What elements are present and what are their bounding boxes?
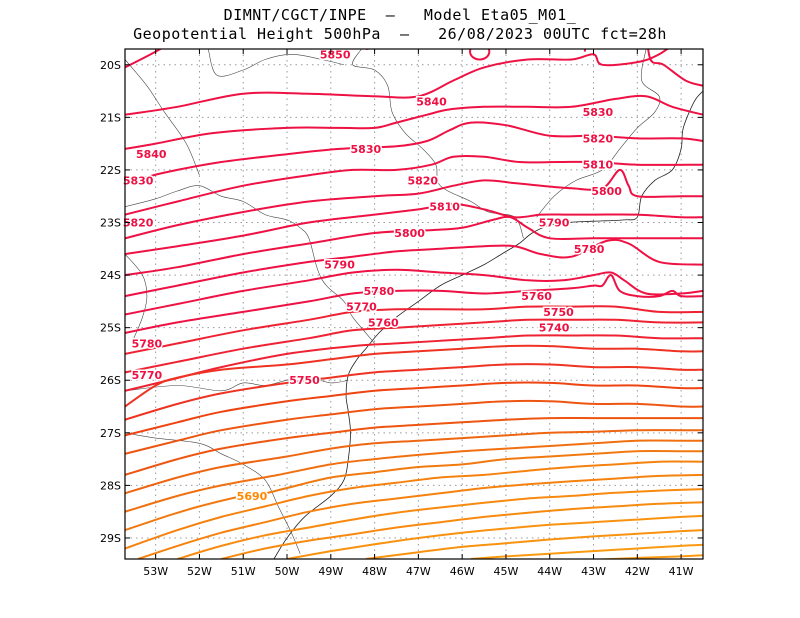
contour-line [125, 381, 703, 437]
contour-line [125, 154, 703, 216]
contour-label: 5810 [583, 159, 614, 172]
contour-label: 5820 [583, 132, 614, 145]
contour-label: 5810 [429, 201, 460, 214]
lat-tick-label: 22S [100, 164, 121, 177]
contour-label: 5840 [136, 148, 167, 161]
contour-line [125, 399, 703, 455]
contour-line [125, 344, 703, 408]
contour-line [125, 121, 703, 185]
axis-ticks: 20S 21S 22S 23S 24S 25S 26S 27S 28S 29S 53W 52W 51W 5… [100, 49, 703, 578]
contour-label: 5840 [416, 96, 447, 109]
contour-label: 5820 [407, 174, 438, 187]
contour-label: 5850 [320, 48, 351, 61]
lat-tick-label: 26S [100, 374, 121, 387]
lon-tick-label: 41W [669, 565, 694, 578]
lon-tick-label: 50W [275, 565, 300, 578]
contour-label: 5800 [394, 227, 425, 240]
contour-line [125, 94, 703, 150]
lon-tick-label: 42W [625, 565, 650, 578]
header-line-2: Geopotential Height 500hPa – 26/08/2023 … [133, 25, 667, 43]
contour-label: 5780 [132, 337, 163, 350]
contour-line [125, 168, 703, 240]
map-frame [124, 48, 704, 560]
grid-lines [125, 49, 703, 559]
contour-line [125, 238, 703, 298]
contour-line [125, 268, 703, 316]
contour-label: 5760 [521, 290, 552, 303]
contour-label: 5830 [583, 106, 614, 119]
contour-line [125, 460, 703, 550]
lat-tick-label: 29S [100, 532, 121, 545]
contour-label: 5770 [132, 369, 163, 382]
contour-label: 5820 [123, 217, 154, 230]
contour-label: 5750 [543, 306, 574, 319]
lon-tick-label: 43W [581, 565, 606, 578]
lon-tick-label: 51W [231, 565, 256, 578]
contour-line [125, 416, 703, 476]
contour-line [125, 439, 703, 513]
contour-label: 5750 [289, 374, 320, 387]
contour-label: 5830 [123, 174, 154, 187]
contour-line [125, 334, 703, 392]
lon-tick-label: 46W [450, 565, 475, 578]
state-border [125, 59, 200, 176]
contour-line [125, 318, 703, 374]
contour-line [125, 215, 703, 277]
contour-label: 5790 [539, 217, 570, 230]
state-border [125, 432, 301, 554]
contour-line [286, 514, 703, 559]
contour-line [125, 363, 703, 421]
contour-labels: 5850 5840 5830 5820 5840 5830 5810 5830 5820 5800… [121, 47, 623, 505]
contour-line [125, 305, 703, 355]
contour-line [125, 274, 703, 334]
contour-line [125, 429, 703, 495]
state-border [352, 49, 524, 239]
closed-contour [469, 49, 491, 61]
contour-line [137, 473, 703, 559]
state-border [125, 253, 148, 339]
contour-label: 5790 [324, 259, 355, 272]
coastline [273, 90, 703, 559]
state-border [125, 185, 375, 344]
contour-line [125, 49, 670, 116]
contour-line [125, 203, 703, 256]
contour-line [125, 450, 703, 532]
contour-line [647, 49, 703, 87]
lon-tick-label: 48W [362, 565, 387, 578]
header-line-1: DIMNT/CGCT/INPE – Model Eta05_M01_ [223, 6, 577, 24]
contour-line [365, 529, 703, 559]
lat-tick-label: 24S [100, 269, 121, 282]
lat-tick-label: 28S [100, 479, 121, 492]
contour-line [221, 501, 703, 559]
contour-lines [125, 49, 703, 559]
contour-label: 5780 [364, 285, 395, 298]
state-border [207, 49, 344, 77]
contour-line [125, 49, 163, 69]
lon-tick-label: 45W [494, 565, 519, 578]
contour-label: 5740 [539, 322, 570, 335]
lat-tick-label: 23S [100, 217, 121, 230]
lat-tick-label: 25S [100, 322, 121, 335]
lat-tick-label: 21S [100, 111, 121, 124]
lon-tick-label: 49W [318, 565, 343, 578]
contour-label: 5830 [351, 143, 382, 156]
lon-tick-label: 53W [143, 565, 168, 578]
contour-line [587, 554, 703, 559]
contour-label: 5770 [346, 301, 377, 314]
geography [125, 49, 703, 559]
contour-label: 5800 [591, 185, 622, 198]
contour-line [177, 488, 703, 559]
contour-label: 5760 [368, 316, 399, 329]
lat-tick-label: 27S [100, 427, 121, 440]
contour-label: 5780 [574, 243, 605, 256]
lat-tick-label: 20S [100, 59, 121, 72]
lon-tick-label: 47W [406, 565, 431, 578]
contour-label: 5690 [237, 490, 268, 503]
lon-tick-label: 44W [537, 565, 562, 578]
lon-tick-label: 52W [187, 565, 212, 578]
